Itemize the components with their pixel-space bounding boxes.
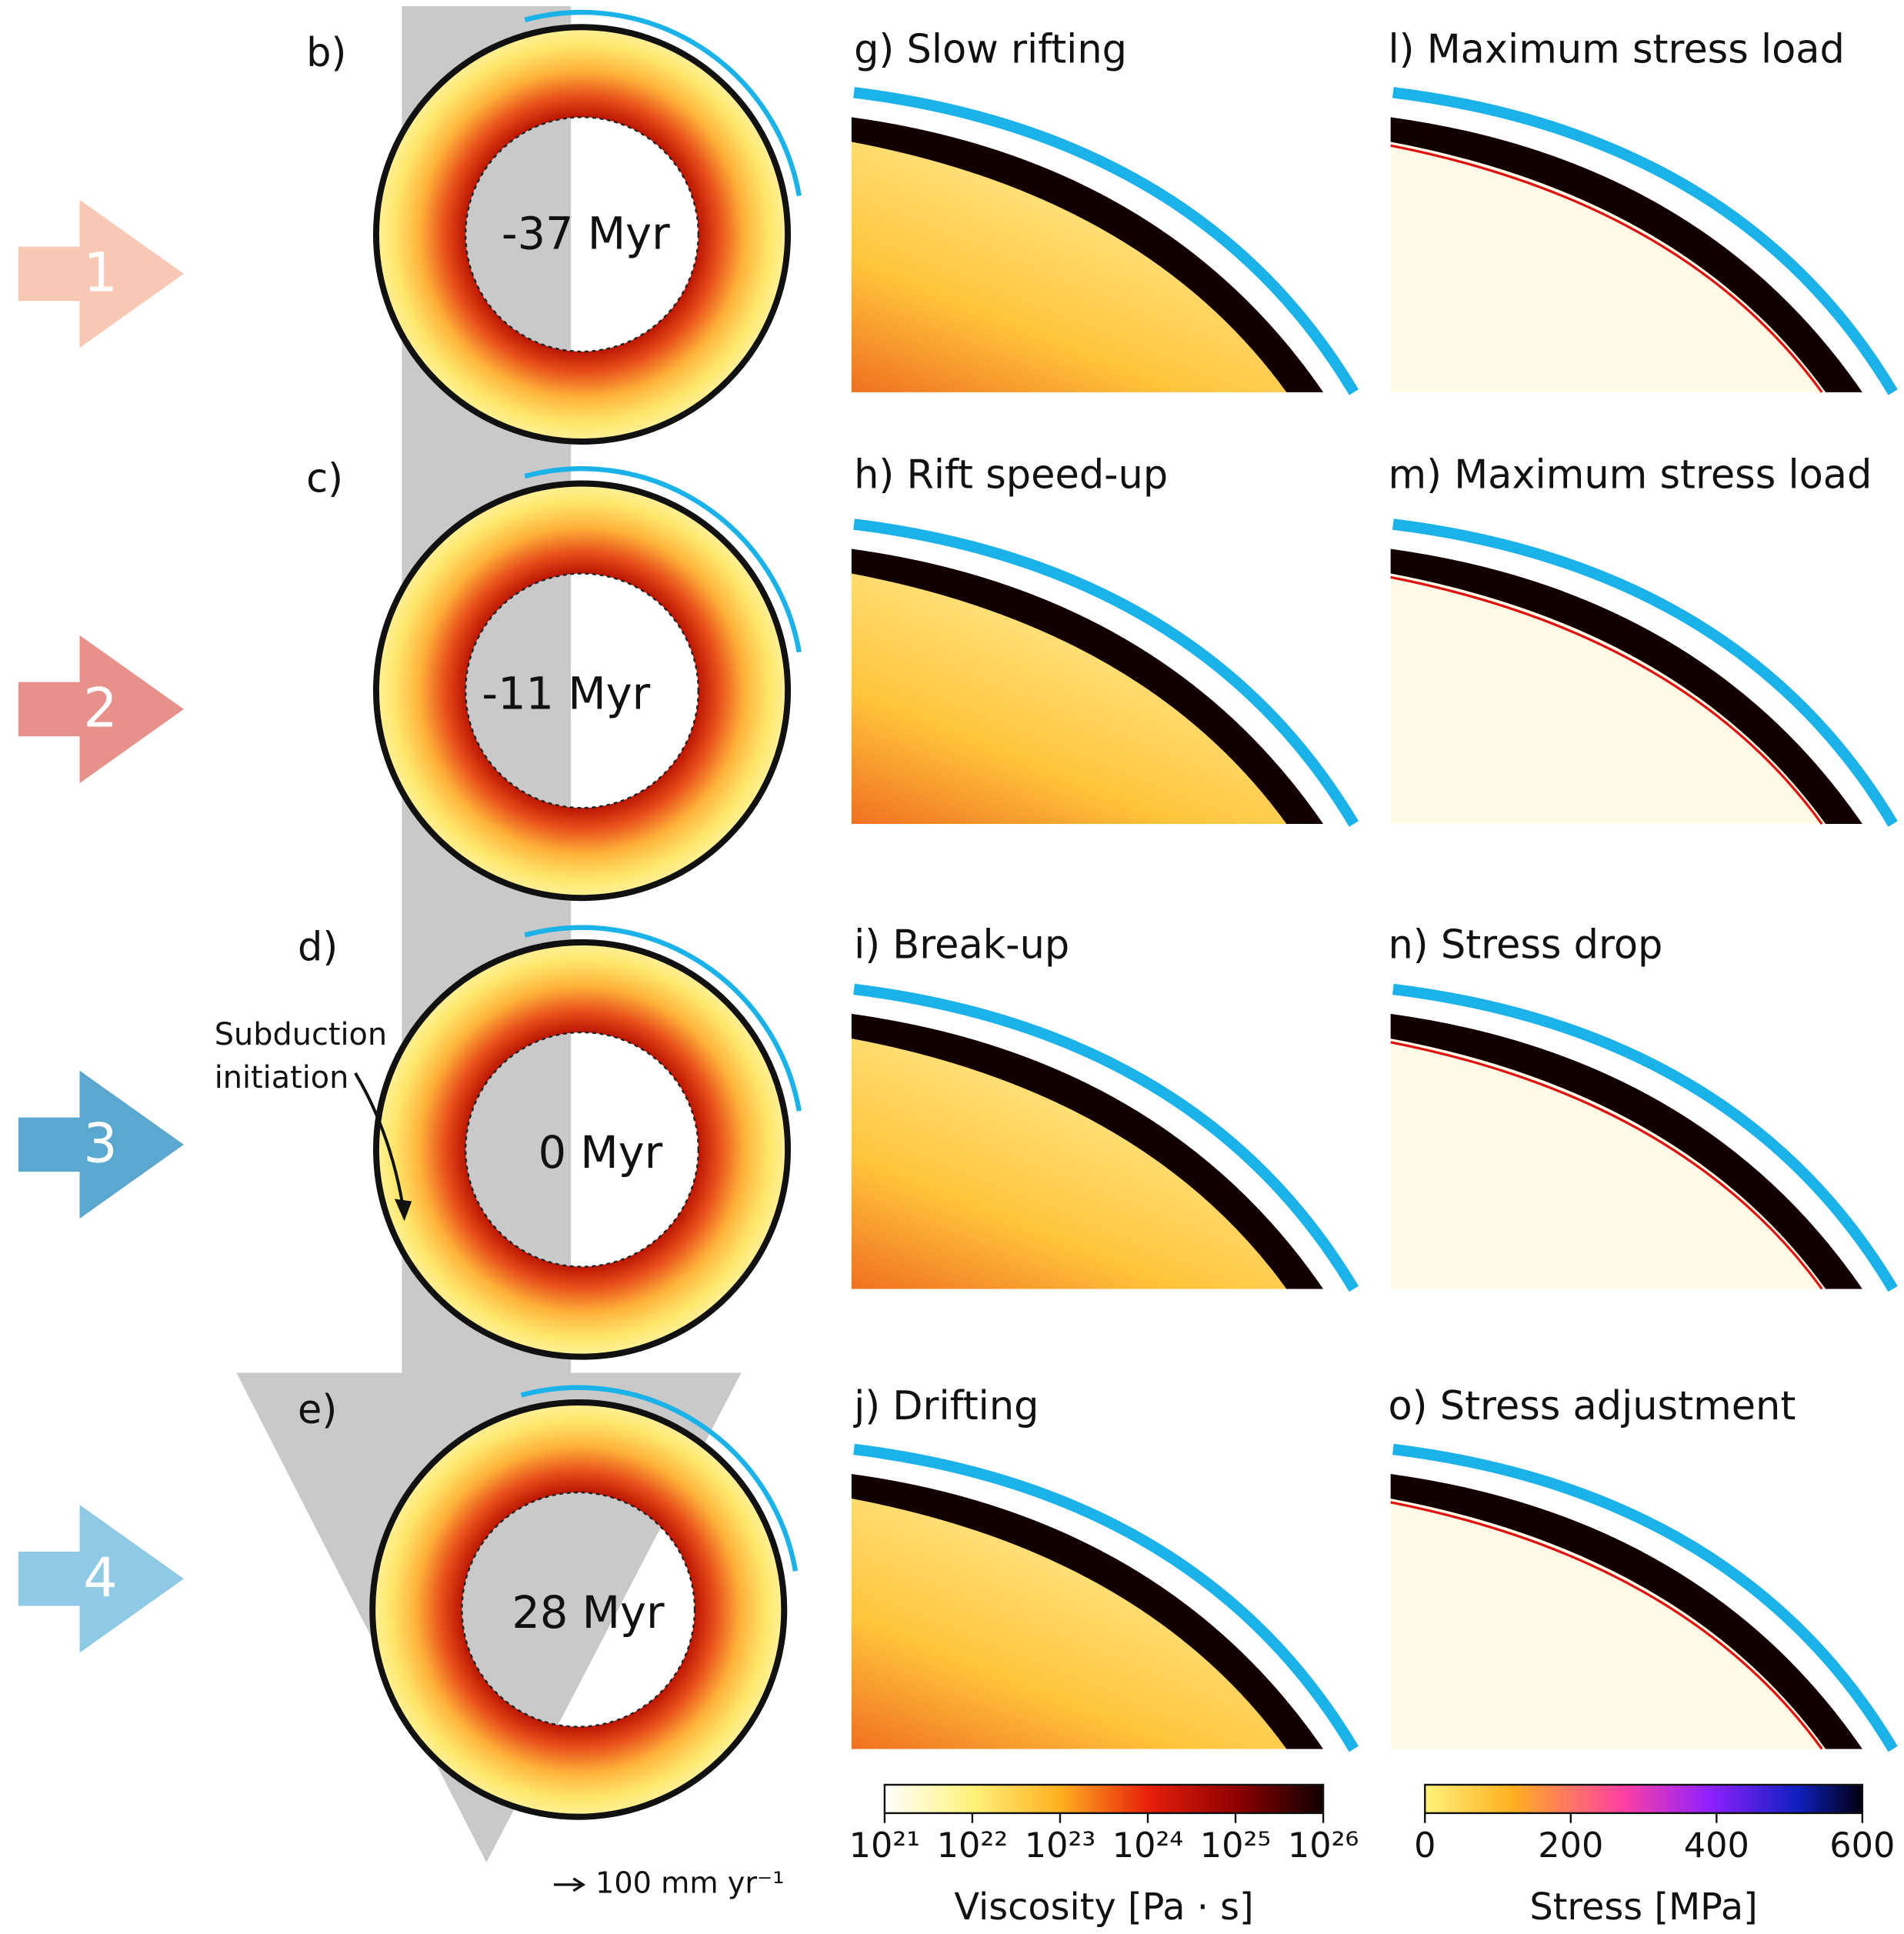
stage-number: 2 (83, 676, 118, 739)
panel-title: m) Maximum stress load (1388, 452, 1872, 498)
stage-number: 4 (83, 1546, 118, 1609)
stage-number: 1 (83, 242, 118, 305)
panel-label: e) (298, 1388, 337, 1433)
colorbar (885, 1785, 1323, 1813)
time-label: -37 Myr (502, 208, 670, 259)
colorbar-tick-label: 10²⁵ (1200, 1825, 1271, 1866)
colorbar-tick-label: 10²³ (1025, 1825, 1095, 1866)
colorbar-tick-label: 10²² (937, 1825, 1008, 1866)
colorbar-label: Stress [MPa] (1529, 1886, 1757, 1929)
viscosity-panel (852, 989, 1354, 1289)
panel-title: l) Maximum stress load (1388, 27, 1844, 72)
colorbar-tick-label: 600 (1829, 1825, 1895, 1866)
figure: 1 2 3 4 b) -37 Myr c) -11 Myr d) 0 Myr e) 28 Myr Sub… (0, 0, 1904, 1934)
panel-title: n) Stress drop (1388, 922, 1662, 968)
viscosity-panel (852, 1449, 1354, 1749)
colorbar-tick-label: 400 (1684, 1825, 1749, 1866)
page: 1 2 3 4 b) -37 Myr c) -11 Myr d) 0 Myr e) 28 Myr Sub… (0, 0, 1904, 1934)
colorbar-tick-label: 0 (1414, 1825, 1436, 1866)
viscosity-panel (852, 524, 1354, 824)
colorbar-tick-label: 200 (1538, 1825, 1603, 1866)
stress-panel (1391, 524, 1893, 824)
annotation: Subduction (215, 1017, 387, 1052)
stage-number: 3 (83, 1112, 118, 1175)
panel-label: d) (298, 925, 338, 970)
stress-panel (1391, 92, 1893, 392)
colorbar (1425, 1785, 1862, 1813)
panel-title: j) Drifting (853, 1384, 1039, 1429)
annotation: initiation (215, 1060, 349, 1095)
time-label: -11 Myr (482, 668, 650, 719)
stress-panel (1391, 1449, 1893, 1749)
panel-label: c) (306, 456, 343, 502)
viscosity-panel (852, 92, 1354, 392)
panel-title: o) Stress adjustment (1388, 1384, 1796, 1429)
time-label: 28 Myr (512, 1587, 664, 1639)
panel-label: b) (306, 31, 346, 76)
panel-title: g) Slow rifting (854, 27, 1127, 72)
colorbar-tick-label: 10²¹ (849, 1825, 920, 1866)
colorbar-tick-label: 10²⁶ (1288, 1825, 1359, 1866)
time-label: 0 Myr (539, 1127, 663, 1179)
colorbar-label: Viscosity [Pa · s] (954, 1886, 1253, 1929)
scale-arrow (554, 1879, 583, 1891)
panel-title: h) Rift speed-up (854, 452, 1168, 498)
content: 1 2 3 4 b) -37 Myr c) -11 Myr d) 0 Myr e) 28 Myr Sub… (18, 12, 1896, 1929)
panel-title: i) Break-up (854, 922, 1069, 968)
scale-label: 100 mm yr⁻¹ (595, 1866, 785, 1900)
colorbar-tick-label: 10²⁴ (1112, 1825, 1183, 1866)
stress-panel (1391, 989, 1893, 1289)
